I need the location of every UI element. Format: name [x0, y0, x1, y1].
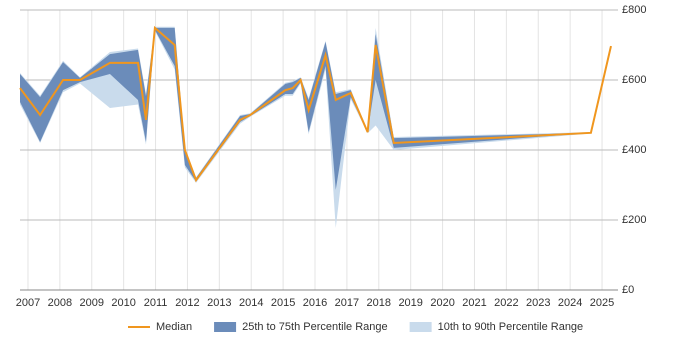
y-tick-label: £600: [622, 74, 646, 86]
x-tick-label: 2020: [430, 297, 454, 309]
y-tick-label: £0: [622, 284, 634, 296]
x-tick-label: 2014: [239, 297, 263, 309]
x-tick-label: 2023: [526, 297, 550, 309]
legend-label: Median: [156, 321, 192, 333]
x-tick-label: 2025: [590, 297, 614, 309]
y-tick-label: £200: [622, 214, 646, 226]
x-tick-label: 2007: [16, 297, 40, 309]
x-tick-label: 2021: [462, 297, 486, 309]
median-line: [19, 25, 612, 183]
x-tick-label: 2009: [80, 297, 104, 309]
x-tick-label: 2015: [271, 297, 295, 309]
x-tick-label: 2008: [48, 297, 72, 309]
x-tick-label: 2012: [175, 297, 199, 309]
x-tick-label: 2022: [494, 297, 518, 309]
legend-label: 25th to 75th Percentile Range: [242, 321, 388, 333]
y-tick-label: £800: [622, 4, 646, 16]
x-tick-label: 2017: [335, 297, 359, 309]
x-tick-label: 2010: [111, 297, 135, 309]
x-tick-label: 2018: [367, 297, 391, 309]
legend-label: 10th to 90th Percentile Range: [438, 321, 584, 333]
x-tick-label: 2019: [398, 297, 422, 309]
x-tick-label: 2011: [144, 297, 168, 309]
x-tick-label: 2016: [303, 297, 327, 309]
y-tick-label: £400: [622, 144, 646, 156]
legend-swatch: [409, 322, 432, 332]
legend-swatch: [214, 322, 237, 332]
x-tick-label: 2024: [558, 297, 582, 309]
x-tick-label: 2013: [207, 297, 231, 309]
